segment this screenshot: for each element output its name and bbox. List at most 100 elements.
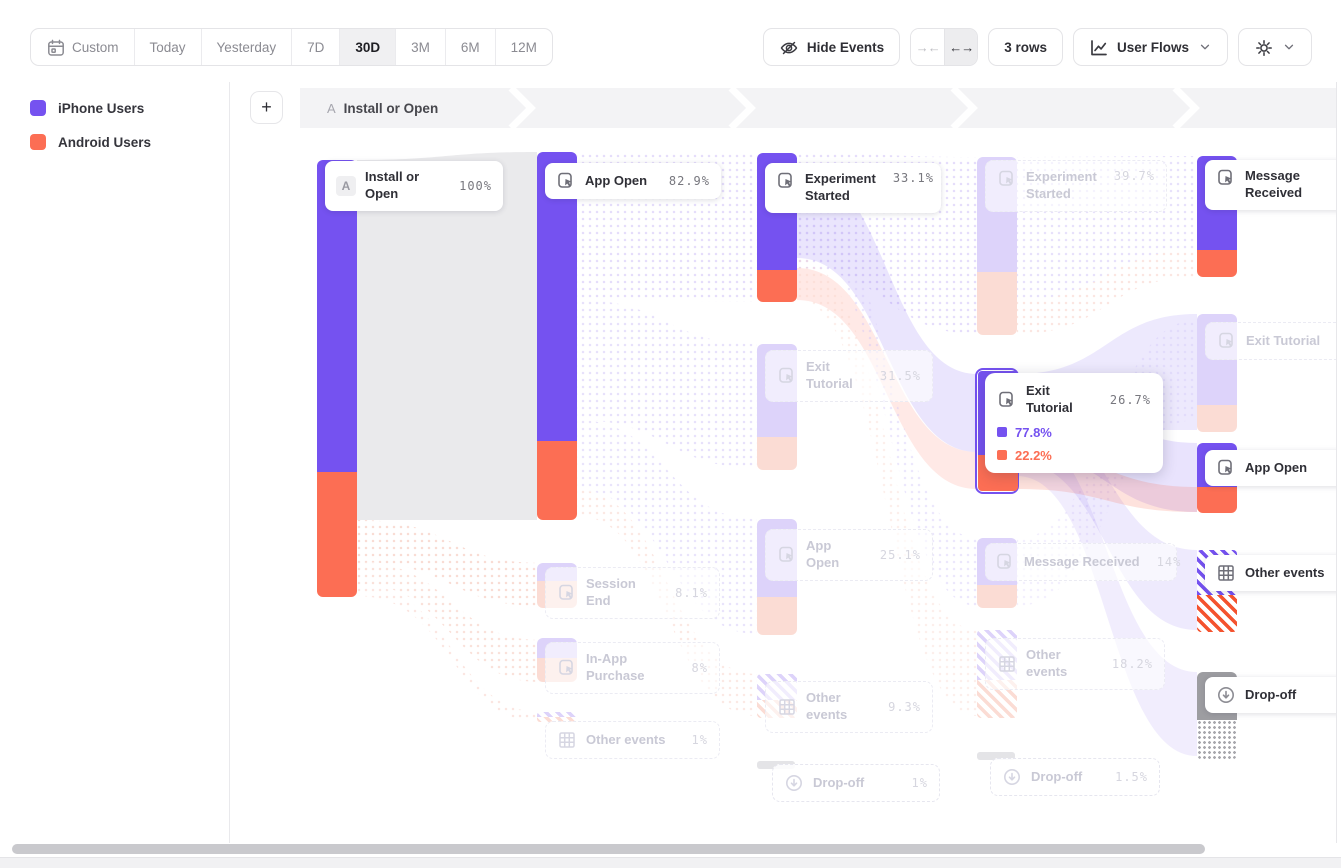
event-icon bbox=[779, 367, 794, 383]
flow-card-exit-tutorial[interactable]: Exit Tutorial 31.5% bbox=[765, 350, 933, 402]
node-value: 33.1% bbox=[892, 171, 934, 185]
node-label: App Open bbox=[585, 172, 648, 188]
flow-card-in-app-purchase[interactable]: In-App Purchase 8% bbox=[545, 642, 720, 694]
plus-icon: + bbox=[261, 97, 272, 117]
step-chevron-icon bbox=[950, 88, 978, 128]
drop-off-icon bbox=[785, 774, 803, 792]
flow-card-other-events-4[interactable]: Other events bbox=[1205, 555, 1336, 591]
flow-card-experiment-started[interactable]: Experiment Started 33.1% bbox=[765, 163, 941, 213]
tooltip-android-pct: 22.2% bbox=[1015, 447, 1052, 463]
flow-card-drop-off-3[interactable]: Drop-off bbox=[1205, 677, 1336, 713]
event-icon bbox=[1218, 169, 1233, 185]
legend-label: iPhone Users bbox=[58, 100, 145, 116]
legend-item-android-users[interactable]: Android Users bbox=[30, 134, 151, 150]
node-value: 1% bbox=[911, 776, 928, 790]
date-range-3m[interactable]: 3M bbox=[395, 29, 445, 65]
step-header-band[interactable]: A Install or Open bbox=[300, 88, 1336, 128]
event-icon bbox=[1218, 459, 1233, 475]
node-label: Message Received bbox=[1024, 553, 1140, 569]
flow-card-app-open-3[interactable]: App Open bbox=[1205, 450, 1336, 486]
step-chevron-icon bbox=[728, 88, 756, 128]
event-icon bbox=[778, 172, 793, 188]
flow-card-app-open-2[interactable]: App Open 25.1% bbox=[765, 529, 933, 581]
grid-icon bbox=[559, 732, 575, 748]
window-bottom-strip bbox=[0, 857, 1341, 868]
flow-card-other-events[interactable]: Other events 1% bbox=[545, 721, 720, 759]
node-value: 8.1% bbox=[675, 585, 708, 600]
flow-bar-drop-off-3[interactable] bbox=[1197, 672, 1237, 760]
node-label: App Open bbox=[1245, 459, 1308, 475]
flow-card-other-events-3[interactable]: Other events 18.2% bbox=[985, 638, 1165, 690]
rows-button[interactable]: 3 rows bbox=[988, 28, 1063, 66]
gear-icon bbox=[1256, 39, 1272, 56]
date-range-today[interactable]: Today bbox=[133, 29, 201, 65]
node-value: 1.5% bbox=[1115, 770, 1148, 784]
date-range-group: Custom Today Yesterday 7D 30D 3M 6M 12M bbox=[30, 28, 553, 66]
iphone-swatch bbox=[997, 427, 1007, 438]
chevron-down-icon bbox=[1200, 44, 1210, 50]
event-icon bbox=[559, 584, 574, 600]
node-label: In-App Purchase bbox=[586, 651, 645, 683]
date-range-30d-selected[interactable]: 30D bbox=[339, 29, 396, 65]
node-label: Session End bbox=[586, 576, 636, 608]
node-label: Drop-off bbox=[813, 774, 865, 790]
node-label: Drop-off bbox=[1245, 686, 1297, 702]
node-label: Drop-off bbox=[1031, 768, 1083, 784]
flow-card-session-end[interactable]: Session End 8.1% bbox=[545, 567, 720, 619]
flow-card-message-received[interactable]: Message Received 14% bbox=[985, 543, 1180, 581]
date-range-6m[interactable]: 6M bbox=[444, 29, 495, 65]
legend-sidebar: iPhone Users Android Users bbox=[0, 82, 230, 843]
node-label: Exit Tutorial bbox=[1246, 332, 1321, 348]
date-range-7d[interactable]: 7D bbox=[291, 29, 339, 65]
node-label: Experiment Started bbox=[1026, 169, 1097, 201]
flow-bar-drop-off-2[interactable] bbox=[977, 752, 1015, 760]
date-range-custom[interactable]: Custom bbox=[31, 29, 134, 65]
flow-card-exit-tutorial-2[interactable]: Exit Tutorial bbox=[1205, 322, 1336, 360]
chart-icon bbox=[1091, 39, 1107, 55]
flow-card-drop-off-2[interactable]: Drop-off 1.5% bbox=[990, 758, 1160, 796]
node-value: 9.3% bbox=[888, 699, 921, 714]
iphone-swatch bbox=[30, 100, 46, 116]
date-range-yesterday[interactable]: Yesterday bbox=[200, 29, 292, 65]
flow-card-app-open[interactable]: App Open 82.9% bbox=[545, 163, 721, 199]
event-icon bbox=[997, 553, 1012, 569]
flow-canvas: A Install or Open A Install or Open 100%… bbox=[300, 88, 1336, 802]
node-value: 82.9% bbox=[668, 174, 710, 188]
calendar-icon bbox=[48, 39, 64, 56]
step-chevron-icon bbox=[1172, 88, 1200, 128]
node-value: 14% bbox=[1156, 555, 1182, 569]
flow-bar-app-open[interactable] bbox=[537, 152, 577, 520]
eye-off-icon bbox=[780, 41, 798, 54]
event-icon bbox=[999, 170, 1014, 186]
expand-columns-button[interactable]: ←→ bbox=[944, 29, 978, 65]
step-chevron-icon bbox=[508, 88, 536, 128]
hide-events-button[interactable]: Hide Events bbox=[762, 28, 901, 66]
tooltip-iphone-pct: 77.8% bbox=[1015, 424, 1052, 440]
flow-card-experiment-started-2[interactable]: Experiment Started 39.7% bbox=[985, 160, 1167, 212]
node-label: Install or Open bbox=[365, 169, 420, 201]
flow-bar-install-or-open[interactable] bbox=[317, 160, 357, 597]
legend-item-iphone-users[interactable]: iPhone Users bbox=[30, 100, 144, 116]
node-value: 1% bbox=[691, 733, 708, 747]
node-value: 100% bbox=[459, 178, 492, 193]
flow-bar-other-events[interactable] bbox=[537, 712, 577, 722]
flow-card-drop-off[interactable]: Drop-off 1% bbox=[772, 764, 940, 802]
collapse-columns-button[interactable]: →← bbox=[911, 29, 945, 65]
horizontal-scrollbar[interactable] bbox=[12, 844, 1205, 854]
node-label: Other events bbox=[586, 731, 666, 747]
toolbar: Custom Today Yesterday 7D 30D 3M 6M 12M … bbox=[0, 0, 1341, 82]
tooltip-value: 26.7% bbox=[1109, 392, 1151, 407]
add-step-button[interactable]: + bbox=[250, 91, 283, 124]
view-selector-button[interactable]: User Flows bbox=[1072, 28, 1228, 66]
settings-button[interactable] bbox=[1238, 28, 1312, 66]
node-value: 39.7% bbox=[1113, 169, 1155, 183]
flow-card-install-or-open[interactable]: A Install or Open 100% bbox=[325, 161, 503, 211]
step-label: Install or Open bbox=[343, 100, 439, 116]
flow-card-other-events-2[interactable]: Other events 9.3% bbox=[765, 681, 933, 733]
node-label: Message Received bbox=[1245, 168, 1303, 200]
node-tooltip: Exit Tutorial 26.7% 77.8% 22.2% bbox=[985, 373, 1163, 473]
flow-card-message-received-2[interactable]: Message Received bbox=[1205, 160, 1336, 210]
date-range-12m[interactable]: 12M bbox=[494, 29, 552, 65]
android-swatch bbox=[997, 450, 1007, 461]
right-panel-edge bbox=[1336, 82, 1341, 843]
